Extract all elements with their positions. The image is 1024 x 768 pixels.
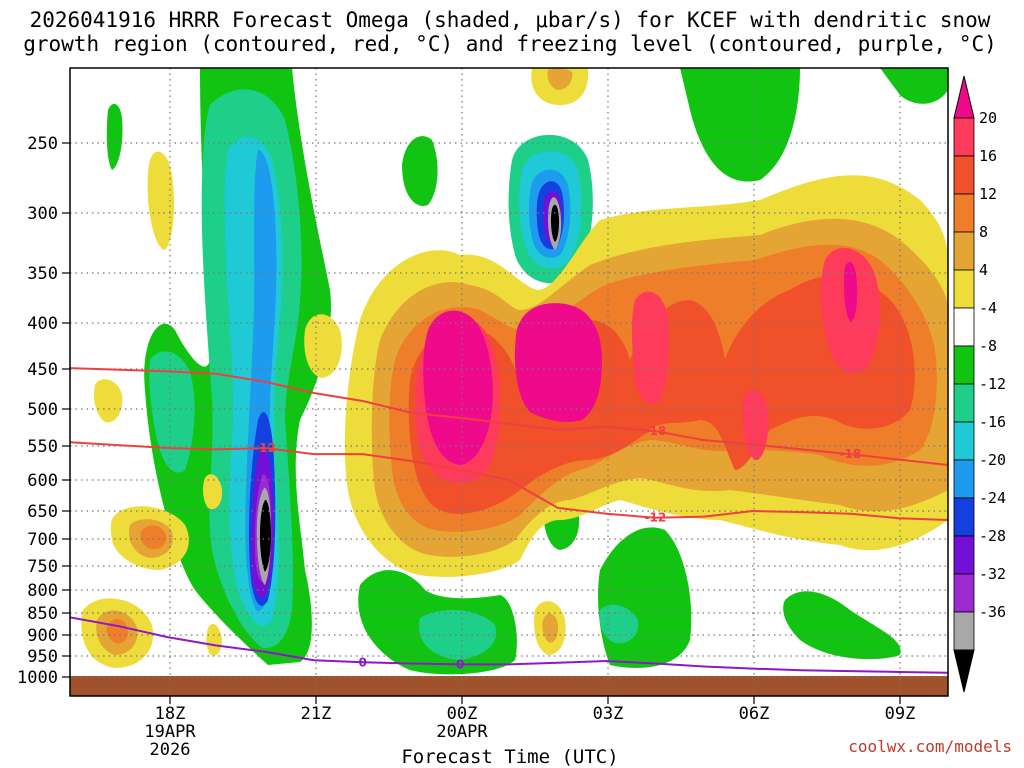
y-tick-label: 550 <box>27 437 58 457</box>
y-tick-label: 500 <box>27 400 58 420</box>
colorbar-label: 20 <box>979 109 997 127</box>
colorbar-swatch <box>953 383 975 423</box>
colorbar-label: -4 <box>979 299 997 317</box>
omega-band-yellow-w3 <box>94 379 123 423</box>
colorbar-label: -20 <box>979 451 1006 469</box>
colorbar-swatch <box>953 497 975 537</box>
contour-label: 0 <box>456 657 464 671</box>
x-tick-label: 21Z <box>301 704 332 724</box>
omega-band-yellow-s2 <box>206 624 222 656</box>
x-tick-label: 03Z <box>593 704 624 724</box>
colorbar-swatch <box>953 459 975 499</box>
contour-freezing-level <box>70 616 948 674</box>
omega-band-green-east <box>680 68 800 182</box>
ground-shading <box>70 676 948 696</box>
contour-label: 0 <box>358 655 366 669</box>
contour--12C <box>70 441 948 521</box>
contour-label: -12 <box>644 511 666 525</box>
colorbar-label: -16 <box>979 413 1006 431</box>
colorbar-swatch <box>953 231 975 271</box>
y-tick-label: 800 <box>27 581 58 601</box>
y-tick-label: 350 <box>27 264 58 284</box>
y-tick-label: 750 <box>27 557 58 577</box>
colorbar-label: -12 <box>979 375 1006 393</box>
colorbar-swatch <box>953 345 975 385</box>
omega-band-green-north <box>402 136 438 206</box>
colorbar-swatch <box>953 421 975 461</box>
y-tick-label: 300 <box>27 204 58 224</box>
x-tick-label: 09Z <box>885 704 916 724</box>
omega-band-gold-n <box>547 68 573 90</box>
omega-band-yellow-w1 <box>147 151 174 250</box>
omega-band-magenta-2 <box>514 303 602 423</box>
colorbar-bottom-arrow <box>953 649 975 693</box>
y-tick-label: 700 <box>27 530 58 550</box>
omega-band-teal-se <box>599 604 639 644</box>
colorbar-label: -28 <box>979 527 1006 545</box>
omega-band-black-north <box>551 204 559 242</box>
contour--18C <box>70 367 948 467</box>
colorbar-label: -32 <box>979 565 1006 583</box>
omega-band-magenta-3 <box>844 261 858 322</box>
colorbar-swatch <box>953 155 975 195</box>
omega-band-green-east-low <box>783 591 901 660</box>
omega-band-yellow-w2 <box>304 314 342 378</box>
colorbar-top-arrow <box>953 75 975 119</box>
omega-band-teal-south <box>419 609 497 660</box>
colorbar-swatch <box>953 117 975 157</box>
omega-band-orange-w1 <box>140 525 167 550</box>
colorbar-swatch <box>953 535 975 575</box>
omega-band-brightred-2 <box>631 291 669 404</box>
x-tick-date: 19APR <box>144 722 196 742</box>
contour-lines: -12 -12 -18 -18 0 0 <box>70 367 948 674</box>
colorbar-swatch <box>953 611 975 651</box>
colorbar-label: 12 <box>979 185 997 203</box>
plot-frame <box>69 67 949 697</box>
x-tick-label: 18Z <box>155 704 186 724</box>
omega-band-brightred-4 <box>742 390 769 460</box>
contour-label: -18 <box>644 424 666 438</box>
x-tick-label: 06Z <box>739 704 770 724</box>
omega-shaded-field: -12 -12 -18 -18 0 0 <box>70 68 948 696</box>
colorbar-label: -36 <box>979 603 1006 621</box>
x-tick-year: 2026 <box>150 740 191 760</box>
omega-band-yellow-w5 <box>203 474 223 510</box>
chart-title-line1: 2026041916 HRRR Forecast Omega (shaded, … <box>30 8 991 32</box>
y-axis: 2503003504004505005506006507007508008509… <box>17 134 70 688</box>
colorbar-label: 8 <box>979 223 988 241</box>
x-tick-label: 00Z <box>447 704 478 724</box>
colorbar-label: -8 <box>979 337 997 355</box>
colorbar: 20 16 12 8 4 -4 -8 -12 -16 -20 -24 -28 -32 -36 <box>953 75 1006 693</box>
colorbar-swatch <box>953 193 975 233</box>
y-tick-label: 600 <box>27 471 58 491</box>
omega-band-black-west <box>260 499 271 572</box>
y-tick-label: 900 <box>27 626 58 646</box>
y-tick-label: 650 <box>27 502 58 522</box>
credit-text: coolwx.com/models <box>848 737 1012 756</box>
omega-band-green-north2 <box>106 103 123 170</box>
omega-band-magenta-1 <box>423 310 493 465</box>
y-tick-label: 250 <box>27 134 58 154</box>
x-tick-date: 20APR <box>436 722 488 742</box>
y-tick-label: 450 <box>27 360 58 380</box>
y-tick-label: 850 <box>27 604 58 624</box>
colorbar-swatch <box>953 307 975 347</box>
contour-label: -12 <box>254 441 276 455</box>
y-tick-label: 950 <box>27 647 58 667</box>
colorbar-label: 16 <box>979 147 997 165</box>
grid-lines <box>70 68 948 696</box>
colorbar-swatch <box>953 269 975 309</box>
colorbar-label: -24 <box>979 489 1006 507</box>
contour-label: -18 <box>840 447 862 461</box>
y-tick-label: 1000 <box>17 668 58 688</box>
x-axis-label: Forecast Time (UTC) <box>401 746 618 768</box>
colorbar-swatch <box>953 573 975 613</box>
y-tick-label: 400 <box>27 314 58 334</box>
omega-band-green-east2 <box>880 68 948 104</box>
chart-title-line2: growth region (contoured, red, °C) and f… <box>23 32 997 56</box>
omega-band-teal-sw <box>149 351 195 473</box>
colorbar-label: 4 <box>979 261 988 279</box>
